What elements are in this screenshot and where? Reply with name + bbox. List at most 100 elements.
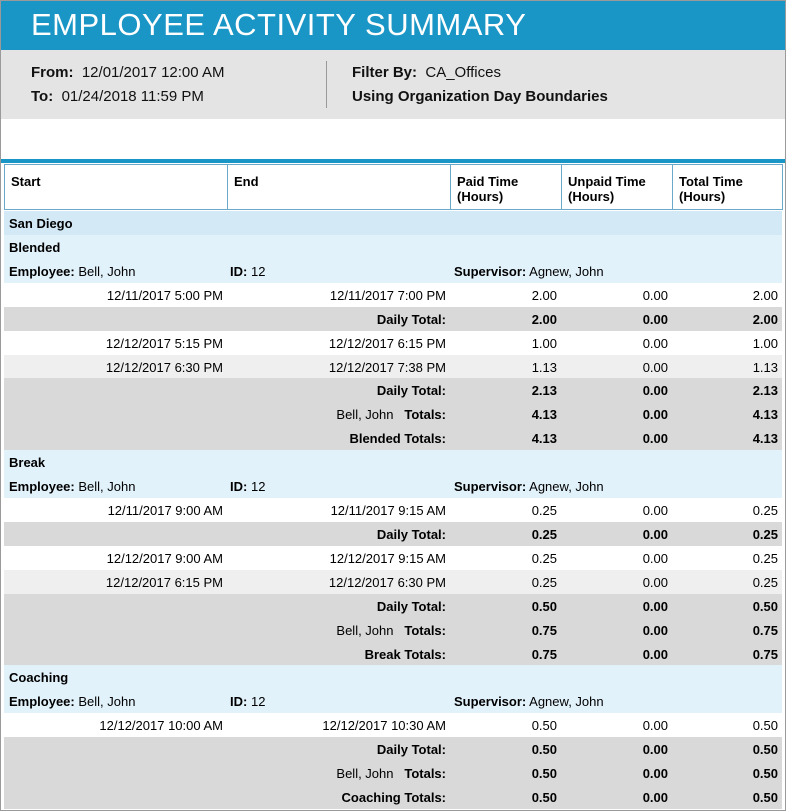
- paid-hours: 0.25: [531, 574, 557, 590]
- table-row: Daily Total: 2.00 0.00 2.00: [4, 306, 782, 331]
- unpaid-hours: 0.00: [642, 646, 668, 662]
- end-time: 12/11/2017 7:00 PM: [329, 287, 446, 303]
- total-label-text: Break Totals:: [364, 646, 446, 662]
- start-time: 12/12/2017 10:00 AM: [99, 718, 223, 734]
- table-row: 12/12/2017 9:00 AM 12/12/2017 9:15 AM 0.25…: [4, 545, 782, 570]
- to-line: To: 01/24/2018 11:59 PM: [31, 88, 204, 105]
- total-label: Coaching Totals:: [342, 790, 446, 805]
- unpaid-hours: 0.00: [642, 574, 668, 590]
- location-label: San Diego: [9, 216, 73, 231]
- id-label: ID:: [230, 263, 248, 279]
- table-row: Blended Totals: 4.13 0.00 4.13: [4, 426, 782, 451]
- total-hours: 0.25: [752, 550, 778, 566]
- total-hours: 0.50: [752, 766, 778, 782]
- unpaid-hours: 0.00: [642, 359, 668, 375]
- table-row: Daily Total: 0.50 0.00 0.50: [4, 737, 782, 762]
- divider: [326, 61, 327, 108]
- total-label: Break Totals:: [365, 647, 446, 662]
- from-value: 12/01/2017 12:00 AM: [81, 64, 225, 81]
- total-hours: 4.13: [752, 407, 778, 423]
- unpaid-hours: 0.00: [642, 526, 668, 542]
- header-line: (Hours): [568, 189, 615, 204]
- total-label-text: Daily Total:: [376, 383, 446, 399]
- activity-label: Break: [9, 455, 46, 471]
- id-value: 12: [250, 694, 266, 710]
- to-value: 01/24/2018 11:59 PM: [61, 88, 204, 105]
- total-label: Bell, John Totals:: [336, 407, 446, 422]
- employee-field: Employee: Bell, John: [9, 694, 135, 709]
- total-label-text: Daily Total:: [376, 311, 446, 327]
- employee-label: Employee:: [9, 263, 75, 279]
- start-time: 12/11/2017 9:00 AM: [107, 503, 223, 519]
- start-time: 12/12/2017 6:30 PM: [105, 359, 223, 375]
- total-label-text: Daily Total:: [376, 526, 446, 542]
- header-line: (Hours): [679, 189, 726, 204]
- info-panel: From: 12/01/2017 12:00 AM To: 01/24/2018…: [1, 50, 785, 119]
- unpaid-hours: 0.00: [642, 431, 668, 447]
- unpaid-hours: 0.00: [642, 550, 668, 566]
- total-label-text: Daily Total:: [376, 742, 446, 758]
- table-row: Employee: Bell, John ID: 12 Supervisor: Ag…: [4, 689, 782, 714]
- employee-value: Bell, John: [78, 263, 136, 279]
- id-label: ID:: [230, 479, 248, 495]
- activity-label: Coaching: [9, 670, 69, 686]
- end-time: 12/12/2017 6:15 PM: [328, 335, 446, 351]
- total-hours: 0.75: [752, 622, 778, 638]
- filter-value: CA_Offices: [425, 64, 501, 81]
- start-time: 12/12/2017 5:15 PM: [105, 335, 223, 351]
- paid-hours: 0.50: [531, 766, 557, 782]
- table-row: Coaching Totals: 0.50 0.00 0.50: [4, 785, 782, 810]
- paid-hours: 0.25: [531, 550, 557, 566]
- supervisor-label: Supervisor:: [454, 694, 527, 710]
- end-time: 12/12/2017 9:15 AM: [329, 550, 446, 566]
- paid-hours: 0.75: [531, 622, 557, 638]
- paid-hours: 0.25: [531, 526, 557, 542]
- table-row: Bell, John Totals: 0.50 0.00 0.50: [4, 761, 782, 786]
- paid-hours: 2.00: [531, 311, 557, 327]
- paid-hours: 2.13: [531, 383, 557, 399]
- total-hours: 0.25: [752, 503, 778, 519]
- table-row: Coaching: [4, 665, 782, 690]
- supervisor-label: Supervisor:: [454, 479, 527, 495]
- table-row: Daily Total: 0.50 0.00 0.50: [4, 593, 782, 618]
- supervisor-value: Agnew, John: [529, 263, 604, 279]
- employee-value: Bell, John: [78, 694, 136, 710]
- unpaid-hours: 0.00: [642, 503, 668, 519]
- filter-line: Filter By: CA_Offices: [352, 64, 501, 81]
- paid-hours: 1.13: [531, 359, 557, 375]
- unpaid-hours: 0.00: [642, 335, 668, 351]
- report-title: EMPLOYEE ACTIVITY SUMMARY: [31, 7, 527, 42]
- header-line: (Hours): [457, 189, 504, 204]
- paid-hours: 4.13: [531, 431, 557, 447]
- total-hours: 0.25: [752, 526, 778, 542]
- column-header: Paid Time (Hours): [450, 164, 562, 210]
- column-header: Start: [4, 164, 228, 210]
- table-row: San Diego: [4, 211, 782, 235]
- employee-field: Employee: Bell, John: [9, 479, 135, 494]
- start-time: 12/12/2017 6:15 PM: [105, 574, 223, 590]
- table-row: Employee: Bell, John ID: 12 Supervisor: Ag…: [4, 258, 782, 283]
- filter-label: Filter By:: [352, 64, 418, 81]
- table-row: Daily Total: 2.13 0.00 2.13: [4, 378, 782, 403]
- paid-hours: 0.50: [531, 790, 557, 806]
- total-label-text: Daily Total:: [376, 598, 446, 614]
- supervisor-value: Agnew, John: [529, 694, 604, 710]
- unpaid-hours: 0.00: [642, 622, 668, 638]
- end-time: 12/11/2017 9:15 AM: [330, 503, 446, 519]
- column-header: Total Time (Hours): [672, 164, 783, 210]
- unpaid-hours: 0.00: [642, 311, 668, 327]
- table-row: Break: [4, 450, 782, 475]
- total-hours: 1.00: [752, 335, 778, 351]
- total-hours: 0.50: [752, 718, 778, 734]
- table-row: Bell, John Totals: 4.13 0.00 4.13: [4, 402, 782, 427]
- header-line: Total Time: [679, 174, 743, 189]
- table-row: Blended: [4, 234, 782, 259]
- table-row: 12/12/2017 10:00 AM 12/12/2017 10:30 AM 0.…: [4, 713, 782, 738]
- total-label: Daily Total:: [377, 383, 446, 398]
- column-header: Unpaid Time (Hours): [561, 164, 673, 210]
- column-header: End: [227, 164, 451, 210]
- paid-hours: 2.00: [531, 287, 557, 303]
- header-line: Paid Time: [457, 174, 519, 189]
- end-time: 12/12/2017 10:30 AM: [322, 718, 446, 734]
